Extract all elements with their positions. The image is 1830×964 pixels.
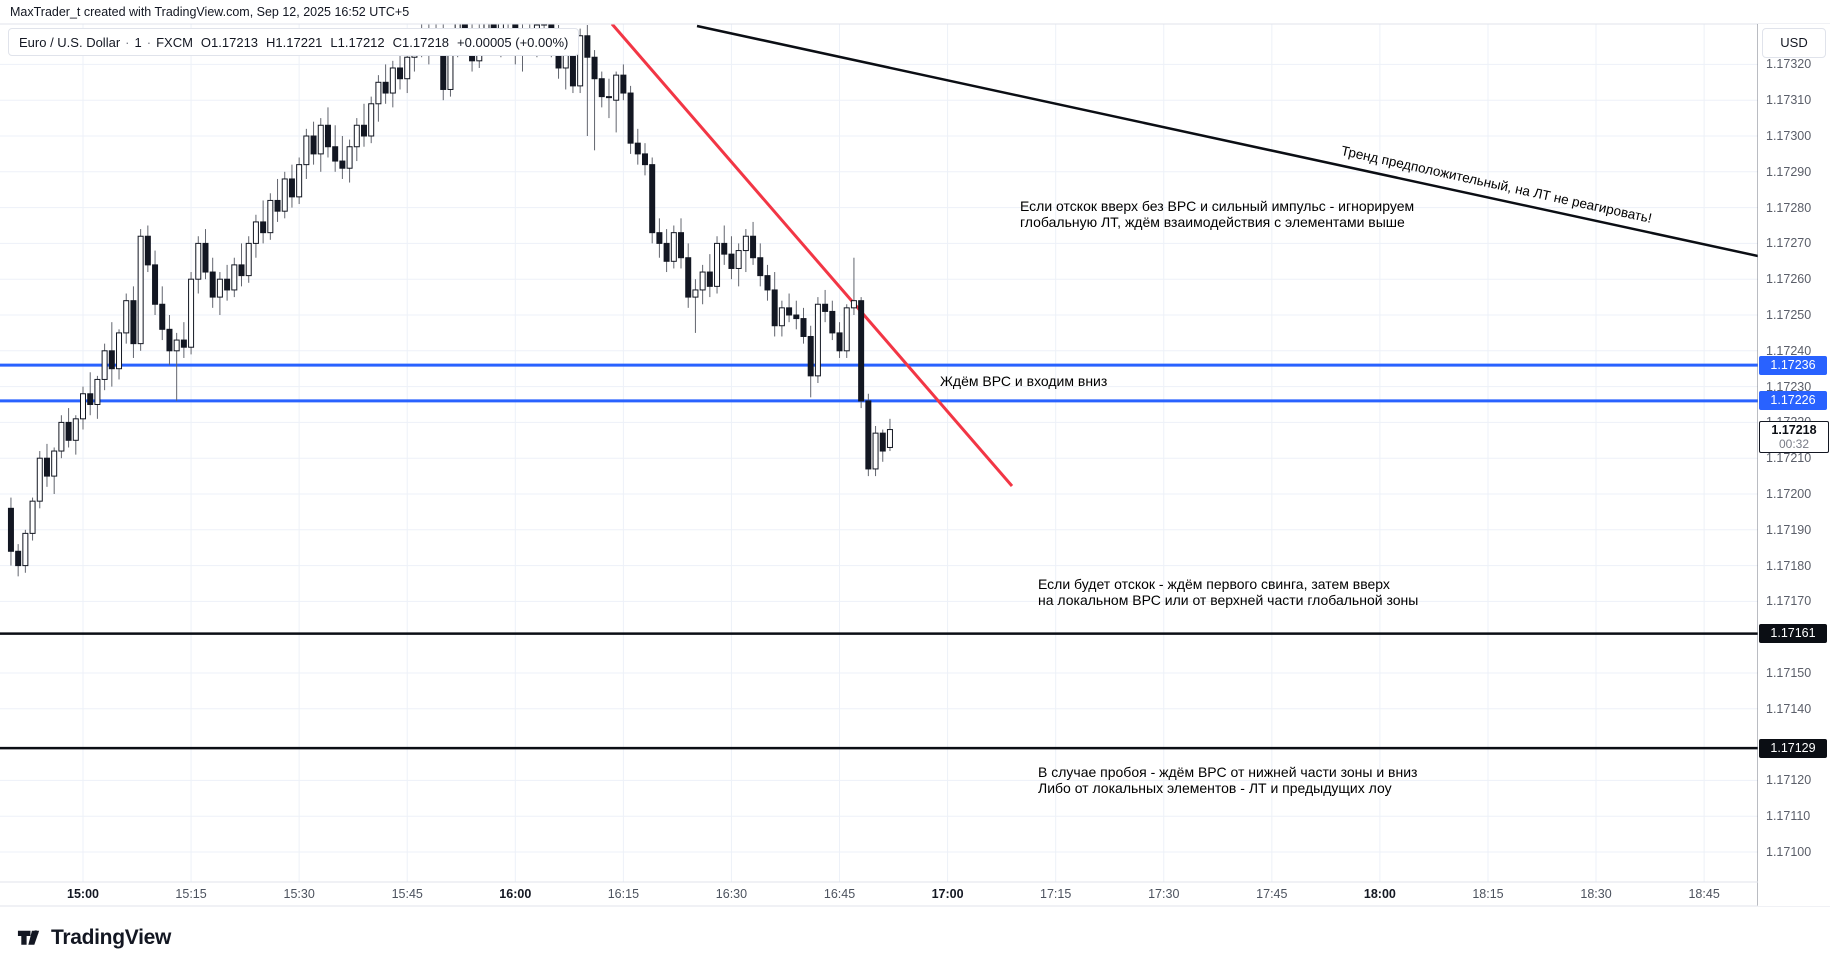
price-axis-label: 1.17230 [1766, 379, 1812, 394]
attribution-title: MaxTrader_t created with TradingView.com… [10, 5, 410, 19]
chart-annotation[interactable]: Ждём ВРС и входим вниз [940, 373, 1108, 389]
price-axis-label: 1.17150 [1766, 666, 1812, 680]
time-axis-label: 18:15 [1472, 887, 1504, 901]
time-axis-label: 15:00 [67, 887, 99, 901]
ohlc-open: O1.17213 [200, 34, 259, 50]
price-axis-label: 1.17190 [1766, 522, 1812, 537]
price-axis-label: 1.17100 [1766, 845, 1812, 859]
time-axis-label: 15:15 [175, 887, 207, 901]
price-axis-label: 1.17140 [1766, 701, 1812, 716]
chart-annotation[interactable]: Если будет отскок - ждём первого свинга,… [1038, 576, 1419, 608]
tradingview-logo[interactable]: TradingView [16, 924, 171, 951]
price-line-badge: 1.17129 [1759, 738, 1827, 758]
series-legend[interactable]: Euro / U.S. Dollar · 1 · FXCM O1.17213 H… [8, 28, 580, 56]
time-axis-label: 16:45 [823, 887, 856, 901]
price-change: +0.00005 (+0.00%) [457, 34, 569, 50]
time-axis-label: 17:15 [1040, 887, 1072, 901]
time-axis-label: 16:15 [607, 887, 640, 901]
exchange-name: FXCM [156, 34, 193, 50]
price-axis-label: 1.17300 [1766, 129, 1812, 143]
price-line-badge: 1.17236 [1759, 355, 1827, 375]
legend-separator: · [146, 34, 152, 50]
tradingview-logo-text: TradingView [51, 925, 172, 949]
time-axis-label: 18:30 [1580, 887, 1612, 901]
time-axis-label: 16:00 [499, 887, 532, 901]
price-axis-label: 1.17110 [1766, 809, 1811, 824]
time-axis-label: 17:30 [1148, 887, 1180, 901]
time-axis-label: 15:45 [391, 887, 423, 901]
price-axis-label: 1.17120 [1766, 773, 1812, 788]
chart-annotation[interactable]: В случае пробоя - ждём ВРС от нижней час… [1038, 764, 1418, 796]
price-line-badge: 1.17161 [1759, 624, 1827, 644]
price-axis-label: 1.17210 [1766, 451, 1812, 466]
price-axis-label: 1.17270 [1766, 236, 1812, 251]
candles [7, 24, 893, 577]
price-axis[interactable] [1758, 24, 1830, 906]
time-axis-label: 18:00 [1363, 887, 1396, 901]
time-axis-label: 18:45 [1688, 887, 1720, 901]
price-axis-label: 1.17170 [1766, 594, 1812, 609]
ohlc-close: C1.17218 [392, 34, 450, 50]
symbol-name[interactable]: Euro / U.S. Dollar [19, 34, 121, 50]
price-axis-label: 1.17320 [1766, 57, 1812, 72]
horizontal-level-lines[interactable] [0, 363, 1758, 750]
time-axis-label: 17:00 [931, 887, 964, 901]
price-axis-label: 1.17200 [1766, 487, 1812, 501]
ohlc-low: L1.17212 [330, 34, 385, 50]
price-axis-label: 1.17240 [1766, 343, 1812, 358]
price-line-badge: 1.17226 [1759, 391, 1827, 411]
current-price: 1.17218 [1771, 422, 1817, 437]
price-axis-label: 1.17260 [1766, 272, 1812, 287]
price-axis-label: 1.17290 [1766, 164, 1812, 179]
price-axis-label: 1.17280 [1766, 200, 1812, 215]
time-axis-label: 16:30 [715, 887, 748, 901]
ohlc-high: H1.17221 [266, 34, 323, 50]
legend-separator: · [125, 34, 130, 50]
interval-value[interactable]: 1 [134, 34, 142, 50]
time-axis-label: 15:30 [283, 887, 315, 901]
bar-countdown: 00:32 [1778, 436, 1810, 451]
tradingview-logo-icon [17, 930, 40, 945]
pane-borders [0, 23, 1830, 907]
chart-annotation[interactable]: Если отскок вверх без ВРС и сильный импу… [1020, 198, 1415, 230]
price-axis-label: 1.17250 [1766, 308, 1812, 322]
grid [0, 24, 1758, 882]
price-axis-label: 1.17310 [1766, 93, 1812, 108]
trend-lines[interactable] [610, 24, 1758, 487]
price-axis-label: 1.17180 [1766, 558, 1812, 573]
currency-box[interactable]: USD [1762, 28, 1826, 58]
current-price-badge: 1.17218 00:32 [1759, 420, 1829, 453]
time-axis-label: 17:45 [1256, 887, 1288, 901]
